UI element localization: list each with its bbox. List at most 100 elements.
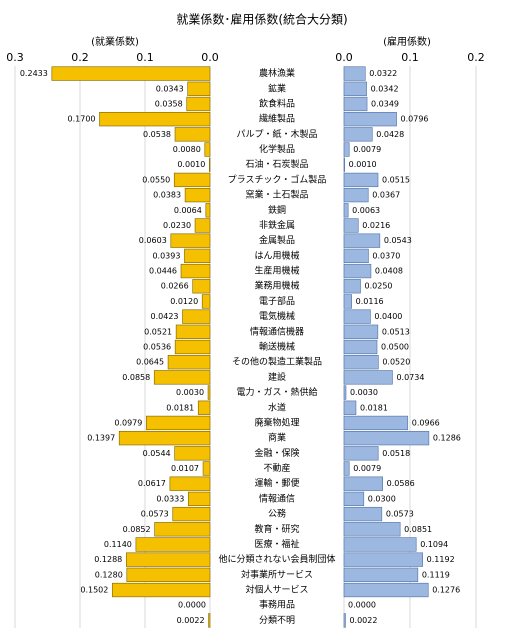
bar xyxy=(343,582,429,598)
bar xyxy=(153,370,211,385)
bar xyxy=(343,613,346,628)
bar xyxy=(343,385,347,400)
value-label: 0.0573 xyxy=(386,510,414,519)
x-tick-label: 0.3 xyxy=(6,51,24,64)
value-label: 0.0079 xyxy=(353,464,381,473)
value-label: 0.0181 xyxy=(360,403,388,412)
value-label: 0.0367 xyxy=(372,191,400,200)
bar xyxy=(205,203,211,218)
value-label: 0.1502 xyxy=(80,586,108,595)
value-label: 0.0181 xyxy=(166,403,194,412)
value-label: 0.0022 xyxy=(177,616,205,625)
bar xyxy=(184,248,211,263)
bar xyxy=(343,294,352,309)
category-label: 業務用機械 xyxy=(254,280,299,292)
category-label: 水道 xyxy=(268,401,286,413)
bar xyxy=(186,96,211,112)
category-label: 鉱業 xyxy=(268,82,286,94)
value-label: 0.0370 xyxy=(372,251,400,260)
bar xyxy=(112,582,211,598)
value-label: 0.0030 xyxy=(176,388,204,397)
category-label: 電子部品 xyxy=(259,295,295,307)
bar xyxy=(126,567,211,582)
bar xyxy=(343,203,349,218)
category-label: 輸送機械 xyxy=(259,341,295,353)
bar xyxy=(192,279,211,294)
bar xyxy=(343,415,409,431)
x-tick-label: 0.0 xyxy=(201,51,219,64)
value-label: 0.0645 xyxy=(136,358,164,367)
value-label: 0.0030 xyxy=(350,388,378,397)
value-label: 0.0393 xyxy=(152,251,180,260)
value-label: 0.1280 xyxy=(95,570,123,579)
value-label: 0.1288 xyxy=(94,555,122,564)
value-label: 0.0107 xyxy=(171,464,199,473)
value-label: 0.0428 xyxy=(376,130,404,139)
value-label: 0.0518 xyxy=(382,449,410,458)
bar xyxy=(343,370,393,385)
category-label: 廃棄物処理 xyxy=(254,416,299,428)
bar xyxy=(343,552,423,567)
x-tick-label: 0.1 xyxy=(401,51,419,64)
bar xyxy=(343,218,359,233)
value-label: 0.0000 xyxy=(178,601,206,610)
right-axis-name: (雇用係数) xyxy=(383,35,431,48)
value-label: 0.0515 xyxy=(382,175,410,184)
bar xyxy=(343,522,401,537)
bar xyxy=(207,385,211,400)
bar xyxy=(343,263,372,279)
bar xyxy=(343,567,419,582)
value-label: 0.0063 xyxy=(352,206,380,215)
bar xyxy=(170,233,211,248)
value-label: 0.1700 xyxy=(68,115,96,124)
x-tick-label: 0.0 xyxy=(335,51,353,64)
category-label: プラスチック・ゴム製品 xyxy=(228,173,327,185)
category-label: 非鉄金属 xyxy=(259,219,295,231)
bar xyxy=(343,476,383,491)
bar xyxy=(172,506,211,522)
bar xyxy=(197,400,211,415)
value-label: 0.0603 xyxy=(139,236,167,245)
left-axis-name: (就業係数) xyxy=(91,35,139,48)
value-label: 0.0300 xyxy=(368,494,396,503)
value-label: 0.0358 xyxy=(155,99,183,108)
value-label: 0.0342 xyxy=(371,84,399,93)
value-label: 0.0080 xyxy=(173,145,201,154)
bar xyxy=(343,127,373,142)
value-label: 0.1119 xyxy=(422,570,450,579)
value-label: 0.1140 xyxy=(104,540,132,549)
bar xyxy=(174,339,211,355)
bar xyxy=(343,491,365,507)
bar xyxy=(343,172,379,188)
category-label: 繊維製品 xyxy=(259,113,295,125)
category-label: 運輸・郵便 xyxy=(254,477,299,489)
category-label: 対事業所サービス xyxy=(241,568,313,580)
category-label: 生産用機械 xyxy=(254,265,299,277)
bar xyxy=(343,66,366,81)
bar xyxy=(182,309,211,324)
value-label: 0.0521 xyxy=(144,327,172,336)
bar xyxy=(343,506,383,522)
category-label: 金属製品 xyxy=(259,234,295,246)
value-label: 0.1192 xyxy=(427,555,455,564)
bar xyxy=(208,613,211,628)
value-label: 0.0538 xyxy=(143,130,171,139)
value-label: 0.0573 xyxy=(141,510,169,519)
bar xyxy=(343,537,417,552)
bar xyxy=(343,446,379,461)
value-label: 0.0120 xyxy=(170,297,198,306)
value-label: 0.0617 xyxy=(138,479,166,488)
bar xyxy=(154,522,211,537)
bar xyxy=(343,430,430,446)
bar xyxy=(343,187,369,203)
bar xyxy=(180,263,211,279)
value-label: 0.0400 xyxy=(374,312,402,321)
bar xyxy=(187,81,211,96)
bar xyxy=(343,248,369,263)
category-label: 他に分類されない会員制団体 xyxy=(218,553,335,565)
category-label: 商業 xyxy=(268,432,286,444)
category-label: 鉄鋼 xyxy=(268,204,286,216)
category-label: 石油・石炭製品 xyxy=(245,158,308,170)
category-label: 対個人サービス xyxy=(245,584,308,596)
value-label: 0.0446 xyxy=(149,267,177,276)
